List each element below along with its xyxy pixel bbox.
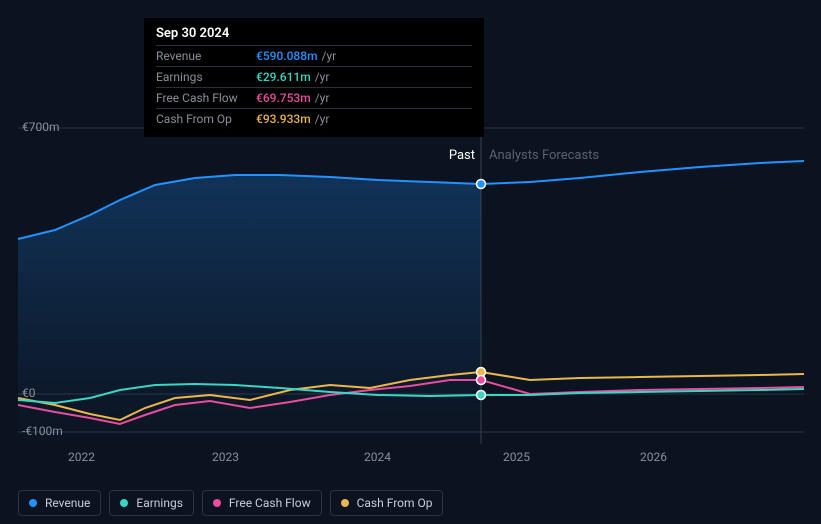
past-label: Past: [449, 148, 475, 163]
tooltip-row: Cash From Op€93.933m/yr: [156, 108, 472, 129]
legend-item-earnings[interactable]: Earnings: [109, 490, 194, 516]
legend-item-revenue[interactable]: Revenue: [18, 490, 101, 516]
tooltip-row-label: Cash From Op: [156, 112, 256, 126]
tooltip-row-value: €69.753m: [256, 91, 311, 105]
y-tick-label: €700m: [22, 120, 60, 134]
legend-item-fcf[interactable]: Free Cash Flow: [202, 490, 322, 516]
forecast-label: Analysts Forecasts: [489, 148, 599, 163]
legend-dot-icon: [120, 499, 128, 507]
revenue-marker: [477, 180, 486, 189]
tooltip-row-value: €590.088m: [256, 49, 318, 63]
tooltip-row-value: €29.611m: [256, 70, 311, 84]
tooltip-row: Earnings€29.611m/yr: [156, 66, 472, 87]
tooltip-row-label: Earnings: [156, 70, 256, 84]
tooltip-row-value: €93.933m: [256, 112, 311, 126]
tooltip-row-label: Revenue: [156, 49, 256, 63]
chart-tooltip: Sep 30 2024 Revenue€590.088m/yrEarnings€…: [144, 18, 484, 137]
tooltip-row-unit: /yr: [315, 70, 330, 84]
legend-label: Free Cash Flow: [229, 496, 311, 510]
fcf-marker: [477, 376, 486, 385]
tooltip-row-label: Free Cash Flow: [156, 91, 256, 105]
legend-dot-icon: [213, 499, 221, 507]
tooltip-row-unit: /yr: [315, 112, 330, 126]
legend-dot-icon: [29, 499, 37, 507]
x-tick-label: 2026: [640, 450, 667, 464]
tooltip-row-unit: /yr: [315, 91, 330, 105]
legend-dot-icon: [341, 499, 349, 507]
legend-label: Revenue: [45, 496, 90, 510]
x-tick-label: 2023: [212, 450, 239, 464]
x-tick-label: 2025: [503, 450, 530, 464]
x-tick-label: 2022: [68, 450, 95, 464]
tooltip-date: Sep 30 2024: [156, 26, 472, 45]
tooltip-row: Free Cash Flow€69.753m/yr: [156, 87, 472, 108]
legend-label: Earnings: [136, 496, 183, 510]
financial-chart[interactable]: €700m€0-€100m 20222023202420252026 Past …: [0, 0, 821, 524]
chart-legend: Revenue Earnings Free Cash Flow Cash From O…: [18, 490, 443, 516]
y-tick-label: -€100m: [22, 424, 63, 438]
tooltip-row-unit: /yr: [322, 49, 337, 63]
legend-item-cfo[interactable]: Cash From Op: [330, 490, 444, 516]
y-tick-label: €0: [22, 386, 36, 400]
legend-label: Cash From Op: [357, 496, 433, 510]
x-tick-label: 2024: [364, 450, 391, 464]
tooltip-row: Revenue€590.088m/yr: [156, 45, 472, 66]
earnings-marker: [477, 391, 486, 400]
